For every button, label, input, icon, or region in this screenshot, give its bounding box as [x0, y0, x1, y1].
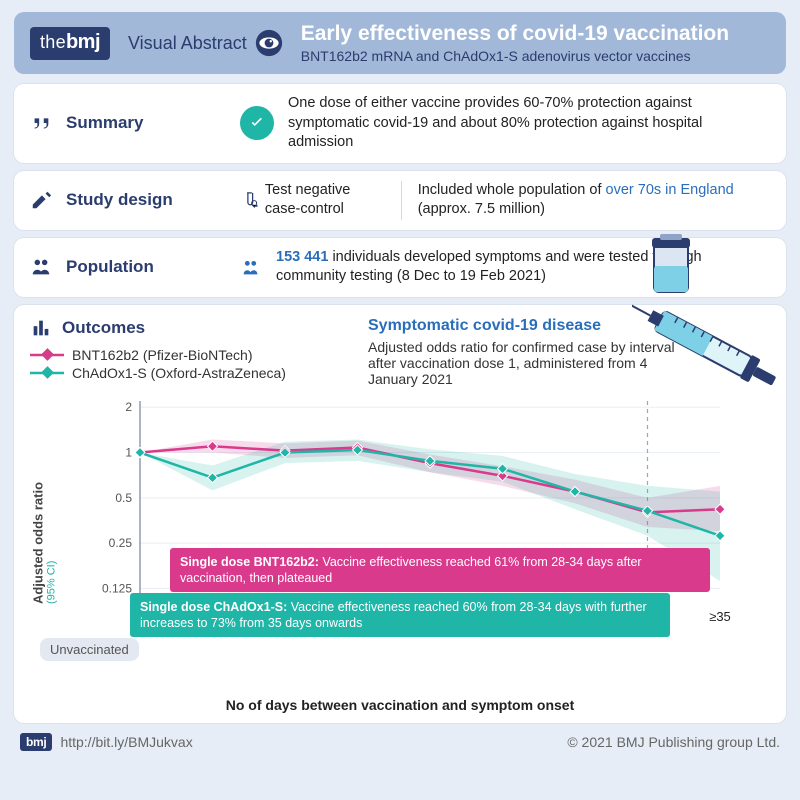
footer: bmj http://bit.ly/BMJukvax © 2021 BMJ Pu… — [14, 731, 786, 751]
legend-swatch-icon — [30, 366, 64, 380]
legend-item: ChAdOx1-S (Oxford-AstraZeneca) — [30, 365, 350, 381]
footer-url-text: http://bit.ly/BMJukvax — [60, 734, 192, 750]
svg-text:0.125: 0.125 — [102, 581, 132, 595]
y-axis-main: Adjusted odds ratio — [31, 482, 46, 604]
annot-bnt-bold: Single dose BNT162b2: — [180, 555, 322, 569]
population-tail: individuals developed symptoms and were … — [276, 249, 702, 285]
sd-right-b: over 70s in England — [606, 182, 734, 198]
eye-icon — [255, 29, 283, 57]
legend-swatch-icon — [30, 348, 64, 362]
outcomes-label: Outcomes — [30, 317, 350, 339]
y-axis-sub: (95% CI) — [46, 482, 58, 604]
y-axis-label: Adjusted odds ratio (95% CI) — [31, 482, 58, 604]
main-title: Early effectiveness of covid-19 vaccinat… — [301, 22, 770, 46]
study-design-card: Study design Test negative case-control … — [14, 171, 786, 230]
annotation-bnt: Single dose BNT162b2: Vaccine effectiven… — [170, 548, 710, 593]
svg-text:2: 2 — [125, 400, 132, 414]
header-title-block: Early effectiveness of covid-19 vaccinat… — [301, 22, 770, 64]
annotation-chadox: Single dose ChAdOx1-S: Vaccine effective… — [130, 593, 670, 638]
population-label: Population — [66, 257, 226, 277]
outcomes-label-text: Outcomes — [62, 318, 145, 338]
svg-text:1: 1 — [125, 445, 132, 459]
svg-text:≥35: ≥35 — [709, 609, 731, 624]
study-design-separator — [401, 181, 402, 220]
unvaccinated-pill: Unvaccinated — [40, 638, 139, 661]
chart-area: Adjusted odds ratio (95% CI) 2 1 0.5 0.25 0.… — [30, 393, 770, 693]
study-design-body: Test negative case-control Included whol… — [240, 181, 770, 220]
legend-text: BNT162b2 (Pfizer-BioNTech) — [72, 347, 253, 363]
study-design-right: Included whole population of over 70s in… — [418, 181, 770, 220]
bmj-badge-icon: bmj — [20, 733, 52, 751]
population-count: 153 441 — [276, 249, 328, 265]
footer-url[interactable]: bmj http://bit.ly/BMJukvax — [20, 733, 193, 751]
legend: BNT162b2 (Pfizer-BioNTech) ChAdOx1-S (Ox… — [30, 347, 350, 381]
population-text: 153 441 individuals developed symptoms a… — [276, 248, 770, 287]
sd-right-a: Included whole population of — [418, 182, 606, 198]
outcomes-right-title: Symptomatic covid-19 disease — [368, 317, 770, 335]
footer-copyright: © 2021 BMJ Publishing group Ltd. — [567, 734, 780, 750]
check-icon — [240, 106, 274, 140]
bars-icon — [30, 317, 52, 339]
summary-text: One dose of either vaccine provides 60-7… — [288, 94, 770, 153]
study-design-left: Test negative case-control — [265, 181, 385, 220]
brand-bmj: bmj — [66, 31, 100, 54]
study-design-label: Study design — [66, 190, 226, 210]
outcomes-right-sub: Adjusted odds ratio for confirmed case b… — [368, 339, 698, 387]
svg-text:0.5: 0.5 — [115, 491, 132, 505]
summary-card: Summary One dose of either vaccine provi… — [14, 84, 786, 163]
sd-right-c: (approx. 7.5 million) — [418, 201, 545, 217]
visual-abstract-label: Visual Abstract — [128, 29, 283, 57]
pencil-icon — [30, 189, 52, 211]
bmj-logo: thebmj — [30, 27, 110, 60]
visual-abstract-text: Visual Abstract — [128, 33, 247, 54]
svg-text:0.25: 0.25 — [109, 536, 133, 550]
x-axis-label: No of days between vaccination and sympt… — [30, 697, 770, 713]
outcomes-card: Outcomes BNT162b2 (Pfizer-BioNTech) ChAd… — [14, 305, 786, 723]
population-card: Population 153 441 individuals developed… — [14, 238, 786, 297]
header-bar: thebmj Visual Abstract Early effectivene… — [14, 12, 786, 74]
legend-text: ChAdOx1-S (Oxford-AstraZeneca) — [72, 365, 286, 381]
people-icon — [30, 256, 52, 278]
quote-icon — [30, 112, 52, 134]
annot-chadox-bold: Single dose ChAdOx1-S: — [140, 600, 291, 614]
sub-title: BNT162b2 mRNA and ChAdOx1-S adenovirus v… — [301, 48, 770, 64]
summary-label: Summary — [66, 113, 226, 133]
brand-the: the — [40, 32, 66, 53]
legend-item: BNT162b2 (Pfizer-BioNTech) — [30, 347, 350, 363]
people-small-icon — [240, 256, 262, 278]
testtube-icon — [240, 188, 259, 212]
